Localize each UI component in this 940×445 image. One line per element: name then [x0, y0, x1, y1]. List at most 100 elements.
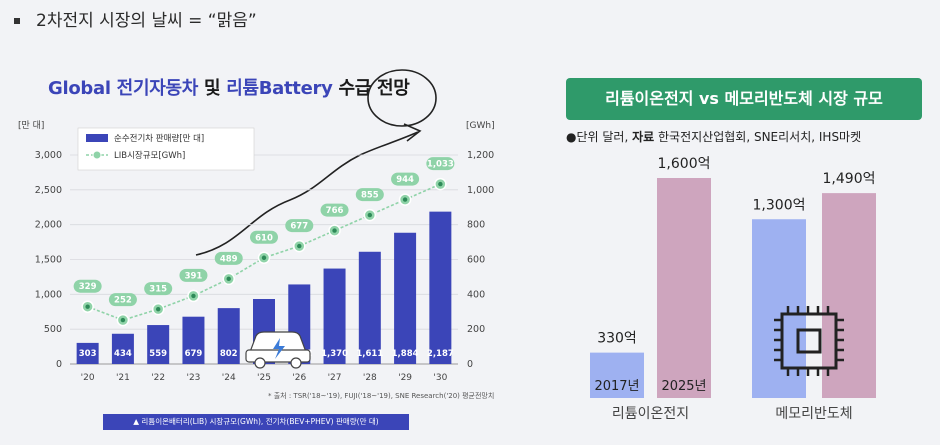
lib-value-label: 944 — [396, 175, 414, 185]
lib-value-pill — [426, 157, 455, 171]
ev-sales-bar — [323, 268, 346, 364]
group-label: 리튬이온전지 — [612, 406, 689, 422]
lib-market-point-core — [226, 276, 231, 282]
ev-sales-value-label: 303 — [79, 349, 97, 359]
ev-sales-value-label: 1,611 — [356, 349, 383, 359]
ev-car-wheel — [290, 357, 302, 369]
ev-sales-bar — [76, 342, 99, 364]
lib-market-point-core — [85, 304, 90, 309]
lib-value-label: 855 — [361, 191, 379, 201]
ev-sales-bar — [147, 325, 170, 364]
right-tick-label: 0 — [467, 359, 473, 370]
right-tick-label: 600 — [467, 255, 485, 266]
ev-sales-bar — [111, 333, 134, 364]
lib-value-pill — [285, 219, 314, 233]
legend-swatch-point — [92, 150, 102, 160]
ev-sales-value-label: 679 — [185, 349, 203, 359]
legend-label-bar: 순수전기차 판매량[만 대] — [114, 133, 204, 144]
x-tick-label: '29 — [398, 373, 412, 383]
lib-value-pill — [108, 293, 137, 307]
lib-value-pill — [355, 188, 384, 202]
ev-sales-value-label: 1,884 — [392, 349, 419, 359]
ev-sales-bar — [182, 316, 205, 364]
left-tick-label: 0 — [56, 359, 62, 370]
left-axis-unit: [만 대] — [18, 120, 44, 131]
lib-value-pill — [73, 279, 102, 293]
group-label: 메모리반도체 — [775, 406, 852, 422]
x-tick-label: '22 — [151, 373, 165, 383]
left-tick-label: 2,500 — [35, 185, 62, 196]
x-tick-label: '28 — [363, 373, 377, 383]
ev-sales-value-label: 802 — [220, 349, 238, 359]
left-tick-label: 500 — [44, 324, 62, 335]
lib-market-point-core — [155, 306, 161, 312]
ev-sales-bar — [394, 232, 417, 364]
memory-chip-icon — [774, 306, 844, 376]
lib-value-label: 1,033 — [427, 160, 454, 170]
market-size-bar — [822, 193, 876, 398]
ev-car-wheel — [254, 357, 266, 369]
slide-title-text: 2차전지 시장의 날씨 = “맑음” — [36, 11, 257, 31]
lib-market-point-core — [261, 255, 267, 260]
lib-value-label: 252 — [114, 296, 132, 306]
source-unit: 단위 달러, — [576, 130, 633, 144]
slide-title: 2차전지 시장의 날씨 = “맑음” — [14, 6, 257, 31]
title-ev: Global 전기자동차 — [48, 78, 198, 99]
market-size-bar — [657, 178, 711, 398]
right-tick-label: 800 — [467, 220, 485, 231]
annotation-arrow-head — [403, 123, 422, 142]
ev-sales-value-label: 559 — [149, 349, 167, 359]
lib-market-point-core — [297, 243, 302, 249]
lib-value-pill — [179, 268, 208, 282]
ev-lightning-icon — [273, 338, 285, 359]
ev-sales-value-label: 1,370 — [321, 349, 348, 359]
left-tick-label: 2,000 — [35, 220, 62, 231]
x-tick-label: '20 — [81, 373, 95, 383]
annotation-circle — [367, 69, 437, 127]
lib-market-point-core — [120, 317, 126, 323]
right-tick-label: 400 — [467, 289, 485, 300]
source-note: * 출처 : TSR('18~'19), FUJI('18~'19), SNE … — [268, 392, 495, 400]
footer-legend-bar: ▲ 리튬이온배터리(LIB) 시장규모(GWh), 전기차(BEV+PHEV) … — [103, 414, 409, 430]
lib-market-point-core — [438, 181, 443, 187]
market-size-value-label: 1,490억 — [823, 171, 876, 187]
annotation-arrow — [195, 131, 419, 256]
x-tick-label: '30 — [433, 373, 447, 383]
lib-value-label: 766 — [326, 206, 344, 216]
right-banner: 리튬이온전지 vs 메모리반도체 시장 규모 — [566, 78, 922, 120]
lib-value-pill — [250, 230, 278, 244]
lib-value-pill — [391, 172, 420, 186]
x-tick-label: '24 — [222, 373, 236, 383]
x-tick-label: '23 — [186, 373, 200, 383]
right-tick-label: 1,000 — [467, 185, 494, 196]
market-size-value-label: 330억 — [597, 331, 637, 347]
legend-label-line: LIB시장규모[GWh] — [114, 150, 185, 161]
left-tick-label: 3,000 — [35, 150, 62, 161]
left-tick-label: 1,000 — [35, 289, 62, 300]
lib-value-label: 315 — [149, 285, 167, 295]
title-bullet — [14, 18, 20, 24]
right-axis-unit: [GWh] — [466, 121, 495, 131]
market-size-value-label: 1,300억 — [753, 197, 806, 213]
ev-sales-bar — [429, 211, 452, 364]
ev-sales-bar — [358, 251, 381, 364]
title-outlook: 수급 전망 — [332, 78, 410, 99]
lib-market-point-core — [367, 212, 373, 218]
lib-market-point-core — [332, 228, 337, 233]
lib-value-pill — [320, 203, 349, 217]
x-tick-label: '21 — [116, 373, 130, 383]
left-tick-label: 1,500 — [35, 255, 62, 266]
lib-value-pill — [144, 282, 173, 296]
lib-value-label: 391 — [185, 271, 203, 281]
ev-car-icon — [245, 331, 311, 369]
x-tick-label: '26 — [292, 373, 306, 383]
lib-market-point-core — [191, 293, 196, 299]
x-tick-label: '27 — [328, 373, 342, 383]
x-tick-label: '25 — [257, 373, 271, 383]
lib-value-label: 610 — [255, 233, 273, 243]
ev-sales-bar — [217, 308, 240, 364]
market-size-value-label: 1,600억 — [658, 156, 711, 172]
lib-value-label: 489 — [220, 254, 238, 264]
